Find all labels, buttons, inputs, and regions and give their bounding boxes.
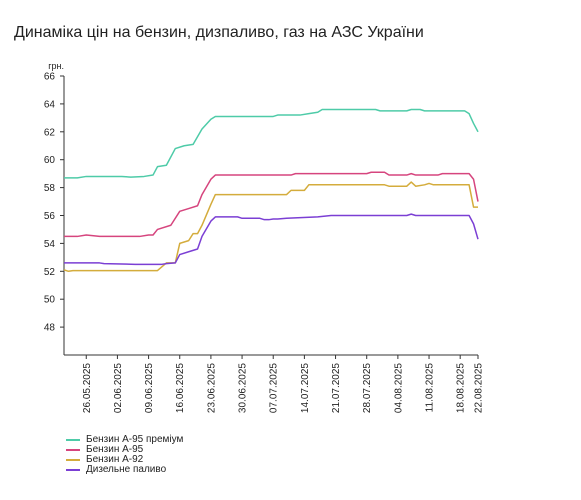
x-tick-label: 28.07.2025 (362, 363, 373, 413)
legend: Бензин А-95 преміум Бензин А-95 Бензин А-9… (66, 435, 183, 475)
legend-label: Бензин А-92 (86, 454, 144, 465)
legend-item: Бензин А-95 преміум (66, 435, 183, 445)
y-tick-label: 58 (44, 183, 56, 194)
legend-item: Бензин А-95 (66, 445, 183, 455)
legend-label: Дизельне паливо (86, 464, 167, 475)
legend-label: Бензин А-95 (86, 444, 144, 455)
x-tick-label: 21.07.2025 (331, 363, 342, 413)
y-ticks: 48 50 52 54 56 58 60 62 64 66 (44, 72, 64, 334)
y-tick-label: 66 (44, 72, 56, 83)
y-tick-label: 62 (44, 127, 56, 138)
x-tick-label: 30.06.2025 (238, 363, 249, 413)
x-tick-label: 04.08.2025 (393, 363, 404, 413)
chart-title: Динаміка цін на бензин, дизпаливо, газ н… (14, 24, 424, 41)
x-tick-label: 26.05.2025 (82, 363, 93, 413)
y-tick-label: 54 (44, 239, 56, 250)
series-line-2 (64, 171, 479, 238)
y-tick-label: 52 (44, 267, 56, 278)
x-tick-label: 14.07.2025 (300, 363, 311, 413)
x-ticks: 26.05.2025 02.06.2025 09.06.2025 16.06.2025… (82, 355, 485, 413)
x-tick-label: 16.06.2025 (175, 363, 186, 413)
x-tick-label: 22.08.2025 (474, 363, 485, 413)
legend-item: Дизельне паливо (66, 465, 183, 475)
series-line-1 (64, 108, 479, 179)
y-axis-label: грн. (48, 61, 64, 71)
legend-swatch (66, 469, 80, 471)
x-tick-label: 23.06.2025 (206, 363, 217, 413)
x-tick-label: 02.06.2025 (113, 363, 124, 413)
x-tick-label: 09.06.2025 (144, 363, 155, 413)
legend-swatch (66, 449, 80, 451)
x-tick-label: 07.07.2025 (269, 363, 280, 413)
legend-swatch (66, 459, 80, 461)
legend-swatch (66, 439, 80, 441)
y-tick-label: 64 (44, 99, 56, 110)
series-lines (63, 108, 479, 273)
y-tick-label: 56 (44, 211, 56, 222)
series-line-3 (63, 181, 478, 273)
series-line-4 (64, 213, 479, 266)
y-tick-label: 50 (44, 295, 56, 306)
legend-item: Бензин А-92 (66, 455, 183, 465)
x-tick-label: 11.08.2025 (425, 363, 436, 413)
y-tick-label: 60 (44, 155, 56, 166)
chart-area: 48 50 52 54 56 58 60 62 64 66 26.05.2025 02.06.202… (44, 61, 485, 413)
x-tick-label: 18.08.2025 (456, 363, 467, 413)
legend-label: Бензин А-95 преміум (86, 434, 184, 445)
y-tick-label: 48 (44, 323, 56, 334)
